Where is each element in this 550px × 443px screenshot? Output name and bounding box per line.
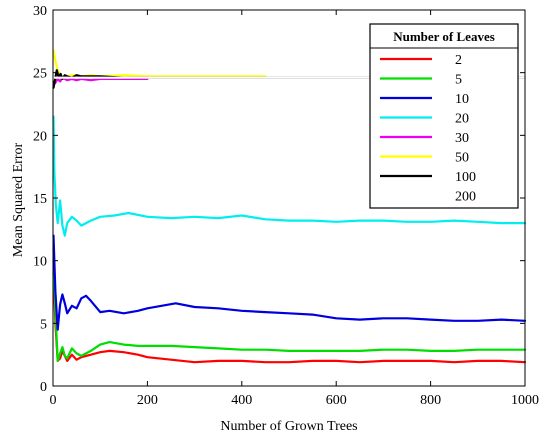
legend-box	[369, 23, 519, 209]
x-axis-label: Number of Grown Trees	[220, 419, 357, 434]
series-layer	[52, 48, 527, 364]
legend-label-2: 2	[455, 53, 462, 68]
series-line-30	[52, 76, 149, 87]
legend: Number of Leaves 2 5 10 20 30 50 100 200	[369, 23, 519, 209]
y-tick-label: 30	[33, 4, 47, 19]
legend-label-10: 10	[455, 92, 469, 107]
legend-label-50: 50	[455, 151, 469, 166]
x-tick-label: 0	[50, 393, 57, 408]
legend-label-200: 200	[455, 190, 476, 205]
x-tick-label: 800	[420, 393, 441, 408]
series-line-20	[52, 115, 527, 237]
y-tick-label: 25	[33, 67, 47, 82]
series-line-5	[52, 247, 527, 362]
x-tick-label: 600	[326, 393, 347, 408]
legend-label-20: 20	[455, 112, 469, 127]
legend-label-30: 30	[455, 131, 469, 146]
x-tick-label: 1000	[511, 393, 539, 408]
y-tick-label: 5	[40, 317, 47, 332]
legend-title: Number of Leaves	[393, 29, 495, 44]
x-tick-label: 200	[137, 393, 158, 408]
y-tick-label: 15	[33, 192, 47, 207]
legend-label-100: 100	[455, 170, 476, 185]
series-line-10	[52, 234, 527, 331]
y-tick-label: 20	[33, 129, 47, 144]
x-tick-label: 400	[231, 393, 252, 408]
y-axis-label: Mean Squared Error	[11, 143, 26, 258]
y-tick-label: 0	[40, 380, 47, 395]
legend-label-5: 5	[455, 73, 462, 88]
y-tick-label: 10	[33, 255, 47, 270]
